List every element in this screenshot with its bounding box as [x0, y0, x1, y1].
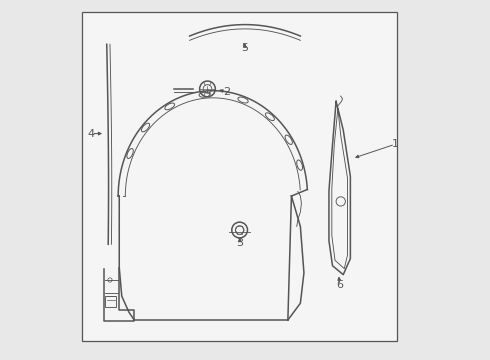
- Text: 4: 4: [88, 129, 95, 139]
- Text: 6: 6: [336, 280, 343, 291]
- Text: 2: 2: [223, 87, 231, 98]
- FancyBboxPatch shape: [82, 12, 397, 341]
- Text: 3: 3: [236, 238, 243, 248]
- Text: 1: 1: [392, 139, 398, 149]
- Text: 5: 5: [242, 43, 248, 53]
